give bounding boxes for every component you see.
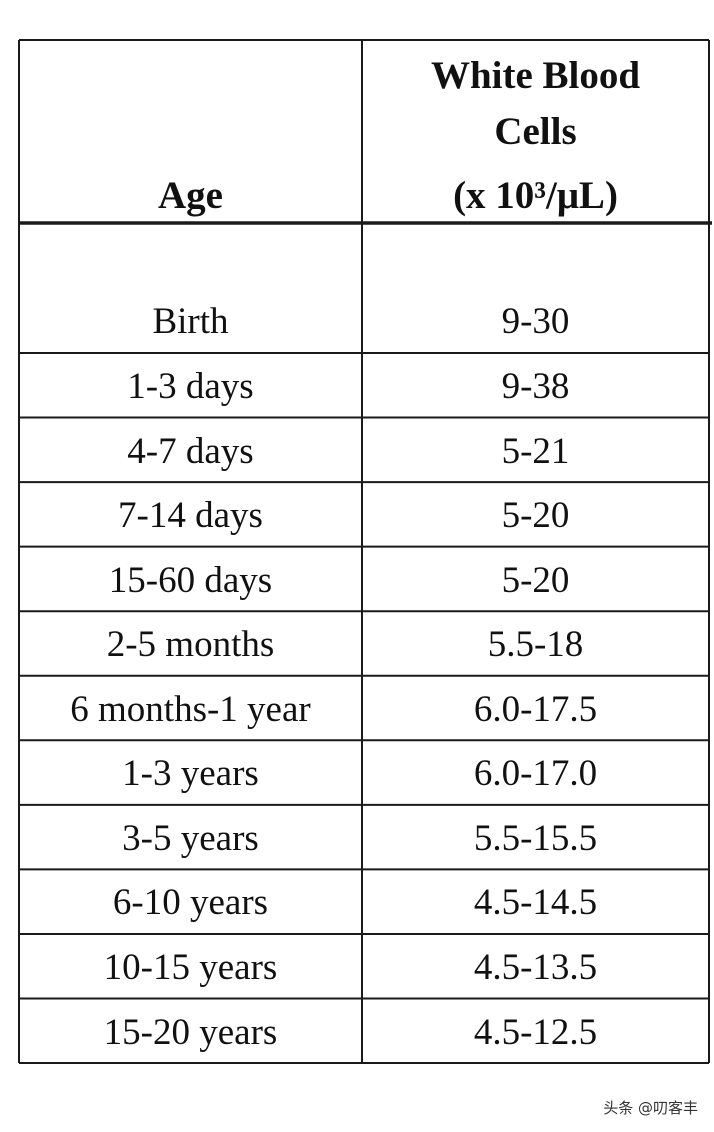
age-cell: 15-20 years [103,1011,278,1053]
wbc-cell: 6.0-17.0 [473,753,598,795]
age-cell: 2-5 months [106,624,275,666]
wbc-cell: 5-21 [501,430,570,472]
age-cell: 4-7 days [127,430,254,472]
wbc-cell: 4.5-14.5 [473,882,598,924]
age-cell: 10-15 years [103,946,278,988]
header-age: Age [158,174,223,217]
wbc-cell: 5.5-15.5 [473,817,598,859]
age-cell: 1-3 days [127,366,254,407]
wbc-cell: 4.5-13.5 [473,946,598,988]
age-cell: 15-60 days [108,559,273,601]
header-wbc: (x 10³/μL) [453,174,618,217]
header-wbc: White Blood [430,54,641,97]
age-cell: 7-14 days [118,495,263,537]
wbc-cell: 5.5-18 [487,624,584,666]
age-cell: Birth [152,301,229,343]
age-cell: 3-5 years [122,817,259,859]
wbc-cell: 6.0-17.5 [473,688,598,730]
wbc-cell: 9-30 [501,301,570,343]
age-cell: 6-10 years [112,882,269,924]
wbc-cell: 5-20 [501,559,570,601]
wbc-cell: 4.5-12.5 [473,1011,598,1053]
watermark: 头条 @叨客丰 [603,1099,698,1117]
age-cell: 1-3 years [122,753,259,795]
header-wbc: Cells [494,110,577,153]
wbc-cell: 5-20 [501,495,570,537]
age-cell: 6 months-1 year [70,688,311,730]
wbc-cell: 9-38 [501,366,570,407]
